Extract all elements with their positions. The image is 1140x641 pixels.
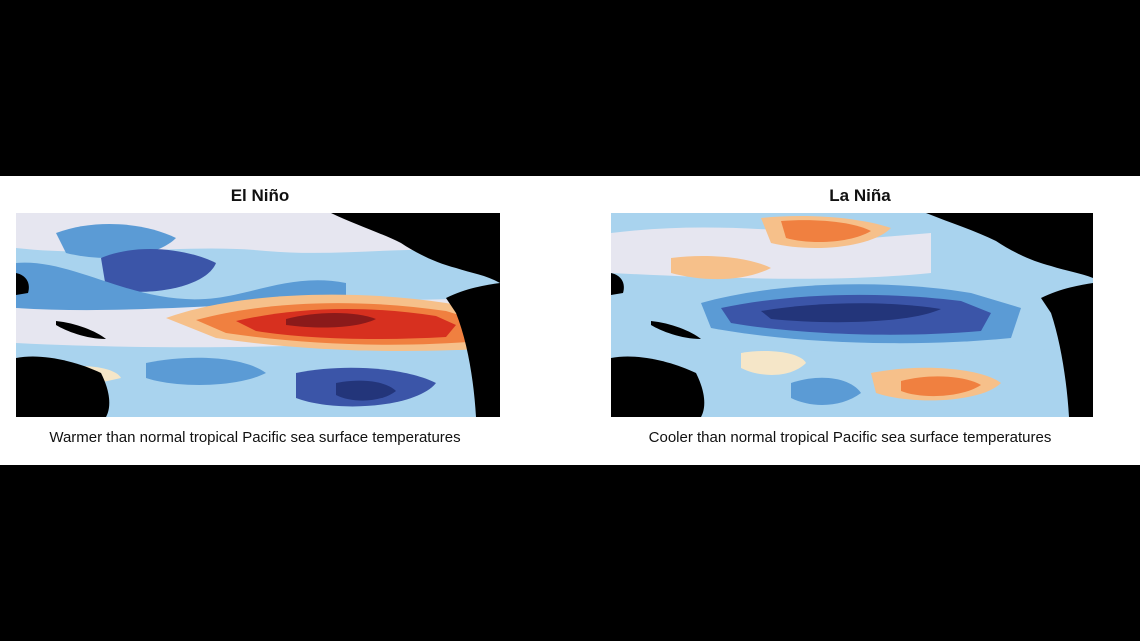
north-warm-core	[781, 220, 871, 243]
australia-land	[16, 356, 110, 417]
la-nina-title: La Niña	[829, 186, 891, 205]
south-warm-core	[901, 376, 981, 397]
south-america-land	[1041, 283, 1093, 417]
letterbox-bottom	[0, 465, 1140, 641]
el-nino-caption: Warmer than normal tropical Pacific sea …	[49, 429, 461, 446]
asia-islands-land	[611, 273, 624, 295]
north-deep-blue-pool	[101, 248, 216, 292]
south-light-blue	[611, 343, 1093, 417]
el-nino-title: El Niño	[230, 186, 290, 205]
la-nina-sst-map	[611, 213, 1093, 417]
north-america-land	[331, 213, 500, 283]
letterbox-top	[0, 0, 1140, 176]
south-pale-patch	[741, 351, 806, 375]
figure-strip: El Niño	[0, 176, 1140, 465]
la-nina-panel: La Niña	[600, 176, 1120, 465]
el-nino-map-svg	[16, 213, 500, 417]
la-nina-map-svg	[611, 213, 1093, 417]
la-nina-caption: Cooler than normal tropical Pacific sea …	[648, 429, 1052, 446]
north-pale-warm-patch	[671, 256, 771, 280]
new-guinea-land	[56, 321, 106, 339]
north-america-land	[926, 213, 1093, 278]
australia-land	[611, 356, 705, 417]
south-blue-pool	[791, 377, 861, 405]
new-guinea-land	[651, 321, 701, 339]
cool-tongue-core	[761, 303, 941, 323]
el-nino-panel: El Niño	[0, 176, 520, 465]
asia-islands-land	[16, 273, 29, 295]
warm-tongue-peak	[286, 313, 376, 328]
el-nino-sst-map	[16, 213, 500, 417]
south-america-land	[446, 283, 500, 417]
south-navy-core	[336, 380, 396, 401]
south-blue-pool	[146, 357, 266, 385]
